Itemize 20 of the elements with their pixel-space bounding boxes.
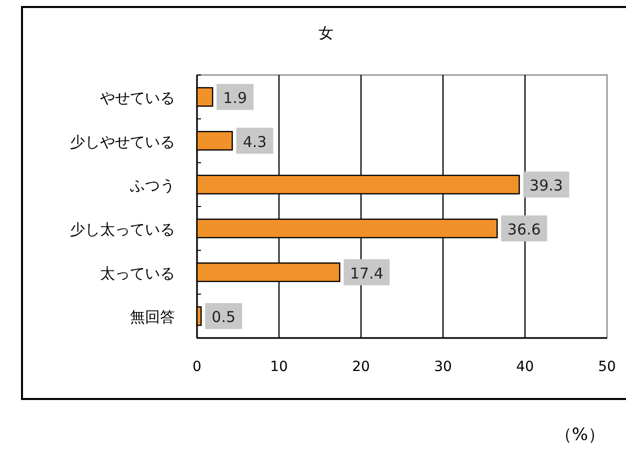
- data-label: 39.3: [530, 176, 563, 195]
- x-tick-label: 0: [192, 359, 202, 375]
- y-tick-label: 太っている: [100, 264, 175, 282]
- data-label: 4.3: [242, 132, 267, 151]
- x-tick-label: 50: [598, 359, 616, 375]
- data-label: 17.4: [350, 264, 384, 282]
- y-tick-label: 少し太っている: [70, 220, 175, 238]
- x-axis-title: （%）: [554, 425, 606, 445]
- data-label: 36.6: [507, 220, 541, 238]
- data-label: 1.9: [223, 88, 248, 107]
- x-tick-label: 40: [516, 359, 534, 375]
- x-tick-label: 20: [352, 359, 370, 375]
- y-tick-label: 少しやせている: [70, 132, 175, 151]
- x-tick-label: 30: [434, 359, 452, 375]
- data-label: 0.5: [212, 308, 236, 326]
- chart-title: 女: [318, 24, 334, 42]
- y-tick-label: ふつう: [129, 176, 175, 195]
- y-tick-label: 無回答: [130, 308, 175, 326]
- y-tick-label: やせている: [100, 88, 175, 107]
- x-tick-label: 10: [270, 359, 288, 375]
